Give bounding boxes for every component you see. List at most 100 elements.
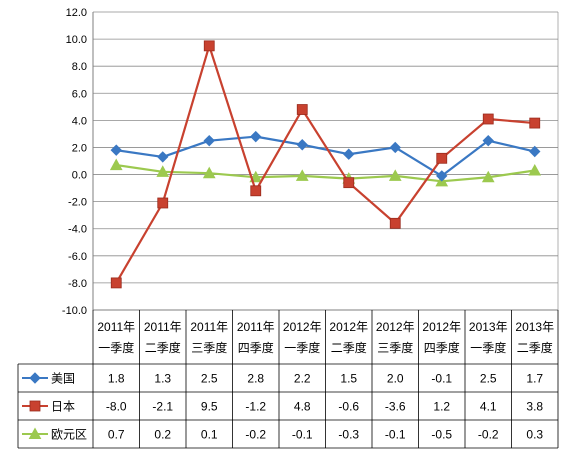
data-table-value: 2.8 — [247, 372, 264, 386]
data-table-value: 4.8 — [294, 400, 311, 414]
data-table-value: 4.1 — [480, 400, 497, 414]
y-tick-label: 8.0 — [72, 61, 87, 73]
data-table-value: 0.7 — [108, 428, 125, 442]
data-point-square — [203, 40, 215, 52]
data-point-square — [482, 113, 494, 125]
category-quarter-label: 四季度 — [238, 340, 274, 355]
category-quarter-label: 一季度 — [284, 340, 320, 355]
y-tick-label: 4.0 — [72, 115, 87, 127]
y-axis-tick-labels: 12.0 10.0 8.0 6.0 4.0 2.0 0.0 -2.0 -4.0 -6.0 -8.0 -… — [62, 7, 87, 317]
category-year-label: 2011年 — [144, 320, 182, 334]
data-table-value: -0.2 — [245, 428, 266, 442]
data-point-square — [296, 104, 308, 115]
category-quarter-label: 二季度 — [331, 340, 367, 355]
data-point-square — [343, 177, 355, 189]
data-point-triangle — [109, 158, 123, 171]
data-table-value: 3.8 — [526, 400, 543, 414]
data-table-value: 2.5 — [480, 372, 497, 386]
category-year-label: 2012年 — [422, 320, 461, 334]
category-year-label: 2013年 — [469, 320, 508, 334]
data-table-value: -0.1 — [385, 428, 406, 442]
data-table-value: -0.5 — [431, 428, 452, 442]
data-point-square — [157, 197, 169, 209]
data-point-triangle — [295, 169, 309, 181]
data-table-value: 0.1 — [201, 428, 218, 442]
data-point-square — [529, 117, 541, 129]
data-point-triangle — [28, 427, 42, 439]
series-line-triangle — [116, 163, 535, 183]
data-point-diamond — [157, 151, 169, 163]
y-tick-label: -6.0 — [68, 251, 87, 263]
category-quarter-label: 二季度 — [145, 340, 181, 355]
data-table-value: 2.5 — [201, 372, 218, 386]
data-point-diamond — [29, 372, 41, 384]
category-year-label: 2012年 — [283, 320, 322, 334]
y-tick-label: -2.0 — [68, 197, 87, 209]
data-point-triangle — [156, 165, 170, 177]
data-point-diamond — [389, 141, 401, 154]
data-point-triangle — [388, 169, 402, 181]
category-quarter-label: 三季度 — [377, 340, 413, 355]
category-quarter-label: 二季度 — [517, 340, 553, 355]
data-table-value: 1.5 — [340, 372, 357, 386]
data-point-diamond — [250, 130, 262, 143]
data-point-square — [110, 277, 122, 289]
data-table-value: -0.1 — [431, 372, 452, 386]
data-table-value: 2.0 — [387, 372, 404, 386]
category-year-label: 2012年 — [376, 320, 415, 334]
category-quarter-label: 一季度 — [98, 340, 134, 355]
data-table-value: 2.2 — [294, 372, 311, 386]
category-quarter-label: 一季度 — [470, 340, 506, 355]
data-table-value: 0.2 — [154, 428, 171, 442]
data-table-value: -0.2 — [478, 428, 499, 442]
category-quarter-label: 四季度 — [424, 340, 460, 355]
category-year-label: 2011年 — [237, 320, 275, 334]
y-tick-label: -8.0 — [68, 278, 87, 290]
y-tick-label: 12.0 — [66, 7, 87, 19]
data-table-value: 1.2 — [433, 400, 450, 414]
data-point-diamond — [203, 134, 215, 147]
y-tick-label: -10.0 — [62, 305, 87, 317]
data-table-value: -0.1 — [292, 428, 313, 442]
category-year-label: 2011年 — [190, 320, 228, 334]
data-point-triangle — [481, 170, 495, 183]
data-point-diamond — [436, 170, 448, 182]
category-year-label: 2012年 — [329, 320, 368, 334]
y-tick-label: 0.0 — [72, 170, 87, 182]
data-point-square — [436, 152, 448, 164]
data-table-value: -0.3 — [338, 428, 359, 442]
data-table-value: 1.8 — [108, 372, 125, 386]
data-point-square — [29, 400, 41, 412]
legend-series-name: 欧元区 — [51, 428, 87, 442]
data-table-value: 9.5 — [201, 400, 218, 414]
data-table-value: -1.2 — [245, 400, 266, 414]
y-tick-label: -4.0 — [68, 224, 87, 236]
legend-series-name: 美国 — [51, 372, 75, 386]
data-table-value: 1.3 — [154, 372, 171, 386]
series-lines — [109, 40, 542, 289]
data-point-diamond — [343, 148, 355, 160]
data-point-diamond — [529, 145, 541, 158]
data-table-value: -3.6 — [385, 400, 406, 414]
y-tick-label: 6.0 — [72, 88, 87, 100]
legend-series-name: 日本 — [51, 400, 75, 414]
category-year-label: 2013年 — [515, 320, 554, 334]
series-line-square — [115, 44, 535, 284]
y-tick-label: 2.0 — [72, 142, 87, 154]
data-point-diamond — [110, 144, 122, 156]
data-table-value: 1.7 — [526, 372, 543, 386]
y-tick-label: 10.0 — [66, 34, 87, 46]
data-point-triangle — [202, 166, 216, 179]
data-table-value: -0.6 — [338, 400, 359, 414]
data-point-square — [250, 185, 262, 197]
data-point-triangle — [528, 163, 542, 176]
category-quarter-label: 三季度 — [191, 340, 227, 355]
data-point-diamond — [482, 134, 494, 147]
category-year-label: 2011年 — [97, 320, 135, 334]
data-table-value: 0.3 — [526, 428, 543, 442]
data-table-value: -8.0 — [106, 400, 127, 414]
data-table-value: -2.1 — [152, 400, 173, 414]
data-point-square — [389, 217, 401, 229]
